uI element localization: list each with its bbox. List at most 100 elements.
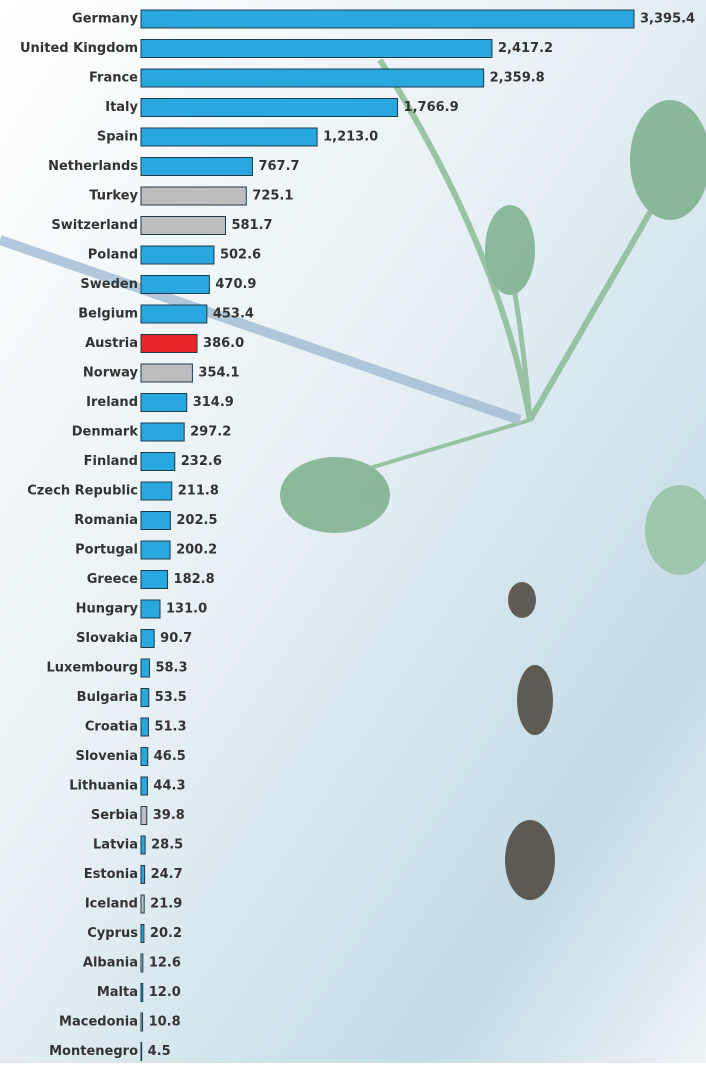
bar <box>141 984 143 1002</box>
bar <box>141 40 492 58</box>
value-label: 354.1 <box>198 366 239 381</box>
category-label: Netherlands <box>48 159 138 174</box>
value-label: 51.3 <box>154 720 186 735</box>
bar <box>141 69 484 87</box>
category-label: Hungary <box>76 602 139 617</box>
value-label: 131.0 <box>166 602 207 617</box>
value-label: 58.3 <box>155 661 187 676</box>
value-label: 28.5 <box>151 838 183 853</box>
value-label: 386.0 <box>203 336 244 351</box>
category-label: Slovenia <box>75 749 138 764</box>
bar <box>141 895 144 913</box>
category-label: Romania <box>74 513 138 528</box>
category-label: Lithuania <box>69 779 138 794</box>
category-label: Latvia <box>93 838 138 853</box>
bar <box>141 305 207 323</box>
category-label: Norway <box>83 366 139 381</box>
chart: Germany 3,395.4 United Kingdom 2,417.2 Franc… <box>0 0 706 1063</box>
bar <box>141 1043 142 1061</box>
value-label: 725.1 <box>252 189 293 204</box>
category-label: Serbia <box>91 808 138 823</box>
bar <box>141 689 149 707</box>
bar <box>141 777 147 795</box>
value-label: 232.6 <box>181 454 222 469</box>
bar <box>141 187 246 205</box>
category-label: Turkey <box>89 189 138 204</box>
bar <box>141 925 144 943</box>
category-label: Germany <box>72 12 138 27</box>
bar <box>141 10 634 28</box>
value-label: 1,213.0 <box>323 130 378 145</box>
bar <box>141 541 170 559</box>
category-label: United Kingdom <box>20 41 138 56</box>
value-label: 314.9 <box>193 395 234 410</box>
bar <box>141 600 160 618</box>
bar <box>141 748 148 766</box>
value-label: 2,417.2 <box>498 41 553 56</box>
bar <box>141 630 154 648</box>
value-label: 46.5 <box>154 749 186 764</box>
value-label: 182.8 <box>174 572 215 587</box>
bar <box>141 807 147 825</box>
category-label: Portugal <box>75 543 138 558</box>
value-label: 44.3 <box>153 779 185 794</box>
category-label: France <box>89 71 138 86</box>
bar <box>141 364 192 382</box>
bar <box>141 453 175 471</box>
category-label: Spain <box>97 130 138 145</box>
value-label: 2,359.8 <box>490 71 545 86</box>
value-label: 297.2 <box>190 425 231 440</box>
category-label: Austria <box>85 336 138 351</box>
category-label: Croatia <box>85 720 138 735</box>
value-label: 470.9 <box>215 277 256 292</box>
category-label: Albania <box>83 956 138 971</box>
category-label: Cyprus <box>87 926 138 941</box>
category-label: Macedonia <box>59 1015 138 1030</box>
category-label: Ireland <box>86 395 138 410</box>
category-label: Iceland <box>85 897 138 912</box>
category-label: Denmark <box>72 425 139 440</box>
bar <box>141 246 214 264</box>
bar <box>141 954 143 972</box>
value-label: 767.7 <box>258 159 299 174</box>
value-label: 12.6 <box>149 956 181 971</box>
category-label: Belgium <box>78 307 138 322</box>
category-label: Slovakia <box>76 631 138 646</box>
value-label: 21.9 <box>150 897 182 912</box>
category-label: Estonia <box>84 867 138 882</box>
value-label: 581.7 <box>231 218 272 233</box>
bar <box>141 512 170 530</box>
bar <box>141 659 149 677</box>
category-label: Italy <box>105 100 138 115</box>
category-label: Montenegro <box>49 1044 138 1059</box>
bar <box>141 335 197 353</box>
value-label: 502.6 <box>220 248 261 263</box>
category-label: Malta <box>97 985 138 1000</box>
bar <box>141 866 145 884</box>
value-label: 1,766.9 <box>404 100 459 115</box>
value-label: 24.7 <box>151 867 183 882</box>
bar <box>141 718 148 736</box>
category-label: Sweden <box>80 277 138 292</box>
category-label: Czech Republic <box>27 484 138 499</box>
value-label: 20.2 <box>150 926 182 941</box>
value-label: 12.0 <box>149 985 181 1000</box>
bar <box>141 423 184 441</box>
value-label: 10.8 <box>149 1015 181 1030</box>
value-label: 3,395.4 <box>640 12 695 27</box>
bar <box>141 836 145 854</box>
page: Germany 3,395.4 United Kingdom 2,417.2 Franc… <box>0 0 706 1063</box>
bar <box>141 1013 143 1031</box>
value-label: 202.5 <box>176 513 217 528</box>
bar <box>141 276 209 294</box>
bar <box>141 217 225 235</box>
value-label: 39.8 <box>153 808 185 823</box>
category-label: Switzerland <box>51 218 138 233</box>
bar <box>141 571 168 589</box>
value-label: 4.5 <box>148 1044 171 1059</box>
bar <box>141 158 252 176</box>
value-label: 53.5 <box>155 690 187 705</box>
bar <box>141 482 172 500</box>
category-label: Finland <box>84 454 138 469</box>
value-label: 90.7 <box>160 631 192 646</box>
